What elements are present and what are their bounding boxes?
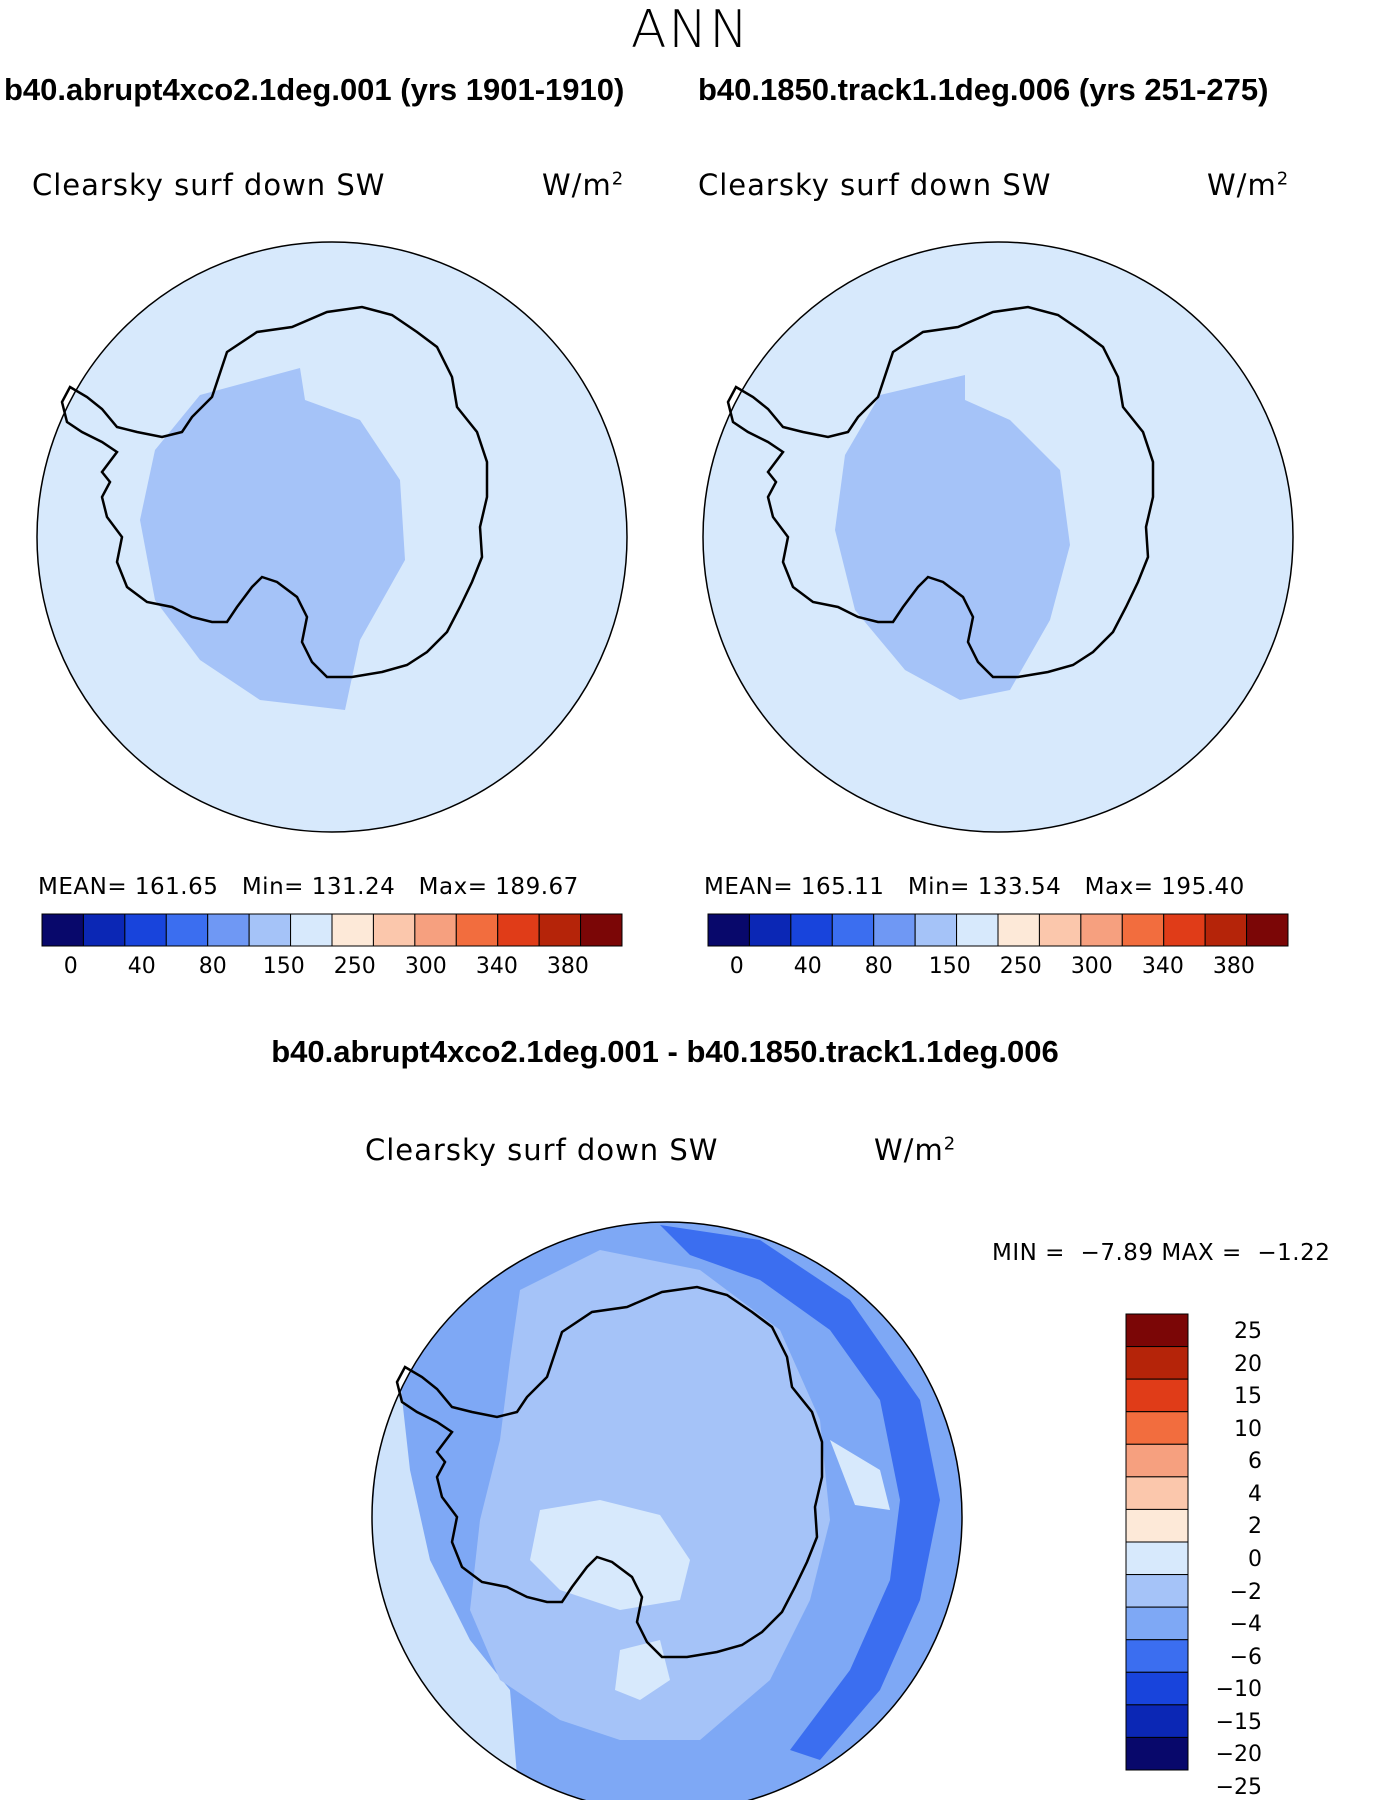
colorbar-difference bbox=[1125, 1313, 1189, 1771]
colorbar-tick-label: −2 bbox=[1229, 1579, 1262, 1605]
colorbar-swatch bbox=[1125, 1671, 1189, 1706]
colorbar-swatch bbox=[455, 913, 499, 947]
colorbar-swatch bbox=[1125, 1411, 1189, 1445]
variable-label-right: Clearsky surf down SW bbox=[698, 168, 1052, 202]
colorbar-right bbox=[707, 913, 1289, 947]
diff-minmax: MIN = −7.89 MAX = −1.22 bbox=[992, 1240, 1331, 1266]
colorbar-tick-label: 40 bbox=[793, 954, 822, 979]
colorbar-tick-label: 300 bbox=[404, 954, 447, 979]
colorbar-swatch bbox=[207, 913, 250, 947]
colorbar-swatch bbox=[1125, 1313, 1189, 1348]
colorbar-tick-label: −15 bbox=[1215, 1709, 1262, 1735]
colorbar-swatch bbox=[1125, 1704, 1189, 1738]
colorbar-swatch bbox=[1125, 1541, 1189, 1576]
diff-units-label: W/m2 bbox=[874, 1133, 957, 1167]
colorbar-tick-label: 0 bbox=[1248, 1547, 1262, 1572]
colorbar-tick-label: 10 bbox=[1234, 1416, 1262, 1442]
left-map-fill bbox=[36, 241, 628, 833]
colorbar-swatch bbox=[1121, 913, 1165, 947]
units-label-right: W/m2 bbox=[1207, 168, 1290, 202]
colorbar-swatch bbox=[790, 913, 833, 947]
colorbar-swatch bbox=[1125, 1574, 1189, 1608]
colorbar-tick-label: 20 bbox=[1234, 1351, 1262, 1377]
units-label-left: W/m2 bbox=[542, 168, 625, 202]
colorbar-tick-label: 25 bbox=[1234, 1319, 1262, 1344]
colorbar-swatch bbox=[1125, 1476, 1189, 1510]
stats-left: MEAN= 161.65 Min= 131.24 Max= 189.67 bbox=[38, 874, 579, 900]
colorbar-swatch bbox=[331, 913, 374, 947]
colorbar-swatch bbox=[1125, 1736, 1189, 1771]
colorbar-tick-label: −25 bbox=[1215, 1775, 1262, 1800]
diff-title: b40.abrupt4xco2.1deg.001 - b40.1850.trac… bbox=[271, 1034, 1059, 1069]
colorbar-tick-label: 6 bbox=[1248, 1449, 1262, 1475]
colorbar-swatch bbox=[1163, 913, 1206, 947]
colorbar-swatch bbox=[1125, 1639, 1189, 1673]
colorbar-tick-label: 15 bbox=[1234, 1384, 1262, 1410]
colorbar-tick-label: −4 bbox=[1229, 1612, 1262, 1638]
colorbar-swatch bbox=[1125, 1508, 1189, 1543]
colorbar-tick-label: 380 bbox=[546, 954, 589, 979]
colorbar-swatch bbox=[372, 913, 416, 947]
colorbar-swatch bbox=[1246, 913, 1289, 947]
colorbar-swatch bbox=[82, 913, 126, 947]
colorbar-tick-label: 40 bbox=[127, 954, 156, 979]
colorbar-tick-label: −6 bbox=[1229, 1644, 1262, 1670]
colorbar-swatch bbox=[580, 913, 623, 947]
colorbar-swatch bbox=[41, 913, 84, 947]
colorbar-tick-label: 80 bbox=[864, 954, 893, 979]
colorbar-swatch bbox=[497, 913, 540, 947]
colorbar-swatch bbox=[1038, 913, 1082, 947]
colorbar-tick-label: 2 bbox=[1248, 1514, 1262, 1540]
colorbar-swatch bbox=[707, 913, 750, 947]
diff-map-fill bbox=[371, 1221, 963, 1800]
colorbar-tick-label: −20 bbox=[1215, 1742, 1262, 1768]
colorbar-tick-label: 340 bbox=[1141, 954, 1184, 979]
colorbar-swatch bbox=[1125, 1606, 1189, 1641]
colorbar-tick-label: 80 bbox=[198, 954, 227, 979]
colorbar-tick-label: 250 bbox=[333, 954, 376, 979]
stats-right: MEAN= 165.11 Min= 133.54 Max= 195.40 bbox=[704, 874, 1245, 900]
colorbar-left bbox=[41, 913, 623, 947]
colorbar-swatch bbox=[248, 913, 292, 947]
colorbar-tick-label: 0 bbox=[63, 954, 78, 979]
season-title: ANN bbox=[630, 0, 751, 60]
colorbar-tick-label: 150 bbox=[262, 954, 305, 979]
right-map-fill bbox=[702, 241, 1294, 833]
colorbar-tick-label: 0 bbox=[729, 954, 744, 979]
diff-variable-label: Clearsky surf down SW bbox=[365, 1133, 719, 1167]
colorbar-swatch bbox=[1080, 913, 1123, 947]
variable-label-left: Clearsky surf down SW bbox=[32, 168, 386, 202]
colorbar-swatch bbox=[1125, 1346, 1189, 1380]
colorbar-swatch bbox=[831, 913, 875, 947]
colorbar-swatch bbox=[1125, 1378, 1189, 1413]
colorbar-tick-label: 4 bbox=[1248, 1481, 1262, 1507]
colorbar-tick-label: −10 bbox=[1215, 1677, 1262, 1703]
colorbar-tick-label: 300 bbox=[1070, 954, 1113, 979]
colorbar-swatch bbox=[956, 913, 999, 947]
colorbar-swatch bbox=[290, 913, 333, 947]
colorbar-tick-label: 380 bbox=[1212, 954, 1255, 979]
colorbar-swatch bbox=[1125, 1443, 1189, 1478]
colorbar-swatch bbox=[914, 913, 958, 947]
case-title-left: b40.abrupt4xco2.1deg.001 (yrs 1901-1910) bbox=[4, 72, 625, 107]
case-title-right: b40.1850.track1.1deg.006 (yrs 251-275) bbox=[698, 72, 1269, 107]
colorbar-tick-label: 250 bbox=[999, 954, 1042, 979]
colorbar-tick-label: 150 bbox=[928, 954, 971, 979]
colorbar-swatch bbox=[748, 913, 792, 947]
colorbar-tick-label: 340 bbox=[475, 954, 518, 979]
